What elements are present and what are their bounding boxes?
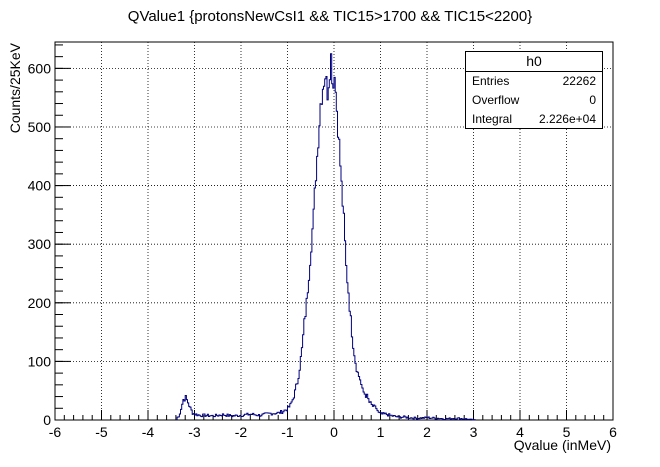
- x-tick-label: -1: [281, 424, 294, 440]
- y-tick-label: 0: [43, 412, 51, 428]
- stats-value: 22262: [562, 74, 596, 88]
- histogram-line: [176, 53, 476, 421]
- stats-label: Overflow: [472, 93, 520, 107]
- y-axis: 0 100 200 300 400 500 600: [28, 44, 71, 428]
- stats-value: 0: [589, 93, 596, 107]
- x-tick-label: 3: [470, 424, 478, 440]
- x-tick-label: 5: [563, 424, 571, 440]
- stats-row-integral: Integral 2.226e+04: [466, 110, 602, 129]
- x-tick-label: -2: [235, 424, 248, 440]
- y-tick-label: 400: [28, 178, 52, 194]
- stats-label: Entries: [472, 74, 510, 88]
- stats-value: 2.226e+04: [538, 112, 596, 126]
- x-tick-label: -3: [188, 424, 201, 440]
- x-tick-label: 2: [423, 424, 431, 440]
- stats-title: h0: [466, 52, 602, 72]
- y-tick-label: 500: [28, 119, 52, 135]
- stats-label: Integral: [472, 112, 513, 126]
- stats-row-overflow: Overflow 0: [466, 91, 602, 110]
- x-tick-label: 1: [377, 424, 385, 440]
- x-tick-label: -6: [49, 424, 62, 440]
- y-tick-label: 200: [28, 295, 52, 311]
- y-axis-label: Counts/25KeV: [7, 42, 23, 133]
- stats-box: h0 Entries 22262 Overflow 0 Integral 2.2…: [465, 51, 603, 129]
- chart-title: QValue1 {protonsNewCsI1 && TIC15>1700 &&…: [128, 8, 532, 25]
- x-tick-label: 4: [516, 424, 524, 440]
- x-tick-label: -5: [95, 424, 108, 440]
- x-tick-label: -4: [142, 424, 155, 440]
- x-axis: -6 -5 -4 -3 -2 -1 0 1 2 3 4 5 6: [49, 410, 617, 440]
- x-tick-label: 6: [609, 424, 617, 440]
- y-tick-label: 600: [28, 60, 52, 76]
- stats-row-entries: Entries 22262: [466, 72, 602, 91]
- y-tick-label: 100: [28, 353, 52, 369]
- y-tick-label: 300: [28, 236, 52, 252]
- x-tick-label: 0: [330, 424, 338, 440]
- x-axis-label: Qvalue (inMeV): [514, 437, 611, 453]
